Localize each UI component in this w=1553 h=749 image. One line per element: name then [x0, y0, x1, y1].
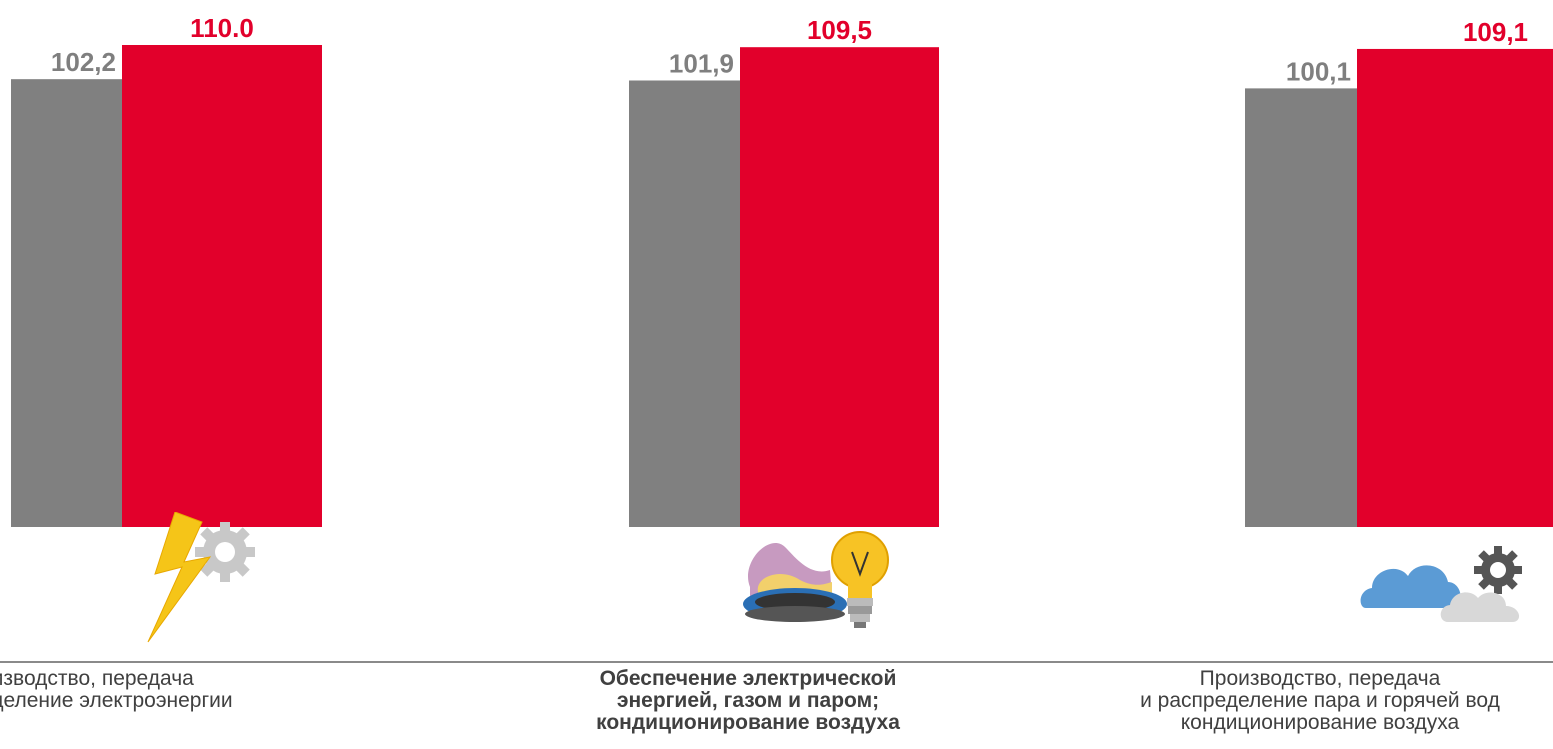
bar-gray-2 [1245, 88, 1357, 527]
bar-gray-1 [629, 80, 740, 527]
category-label-electricity: оизводство, передача еделение электроэне… [0, 668, 360, 712]
data-label-gray-1: 101,9 [669, 48, 734, 78]
category-label-energy-supply: Обеспечение электрической энергией, газо… [548, 668, 948, 734]
bar-gray-0 [11, 79, 122, 527]
category-label-line: энергией, газом и паром; [616, 689, 880, 712]
cloud-gear-icon [1360, 546, 1522, 622]
category-label-steam-hot-water: Производство, передача и распределение п… [1080, 668, 1553, 734]
category-label-line: еделение электроэнергии [0, 689, 233, 712]
data-label-gray-2: 100,1 [1286, 56, 1351, 86]
bar-red-1 [740, 47, 939, 527]
data-label-red-2: 109,1 [1463, 17, 1528, 47]
category-axis-line [0, 661, 1553, 663]
data-label-red-0: 110.0 [190, 13, 254, 43]
category-label-line: Обеспечение электрической [599, 667, 897, 690]
category-label-line: и распределение пара и горячей вод [1140, 689, 1500, 712]
category-label-line: кондиционирование воздуха [1180, 711, 1460, 734]
category-label-line: кондиционирование воздуха [596, 711, 900, 734]
category-label-line: оизводство, передача [0, 667, 194, 690]
data-label-gray-0: 102,2 [51, 47, 116, 77]
gas-flame-bulb-icon [743, 531, 889, 628]
category-label-line: Производство, передача [1199, 667, 1441, 690]
lightning-gear-icon [147, 512, 255, 643]
data-label-red-1: 109,5 [807, 15, 872, 45]
bar-red-0 [122, 45, 322, 527]
bar-red-2 [1357, 48, 1553, 528]
